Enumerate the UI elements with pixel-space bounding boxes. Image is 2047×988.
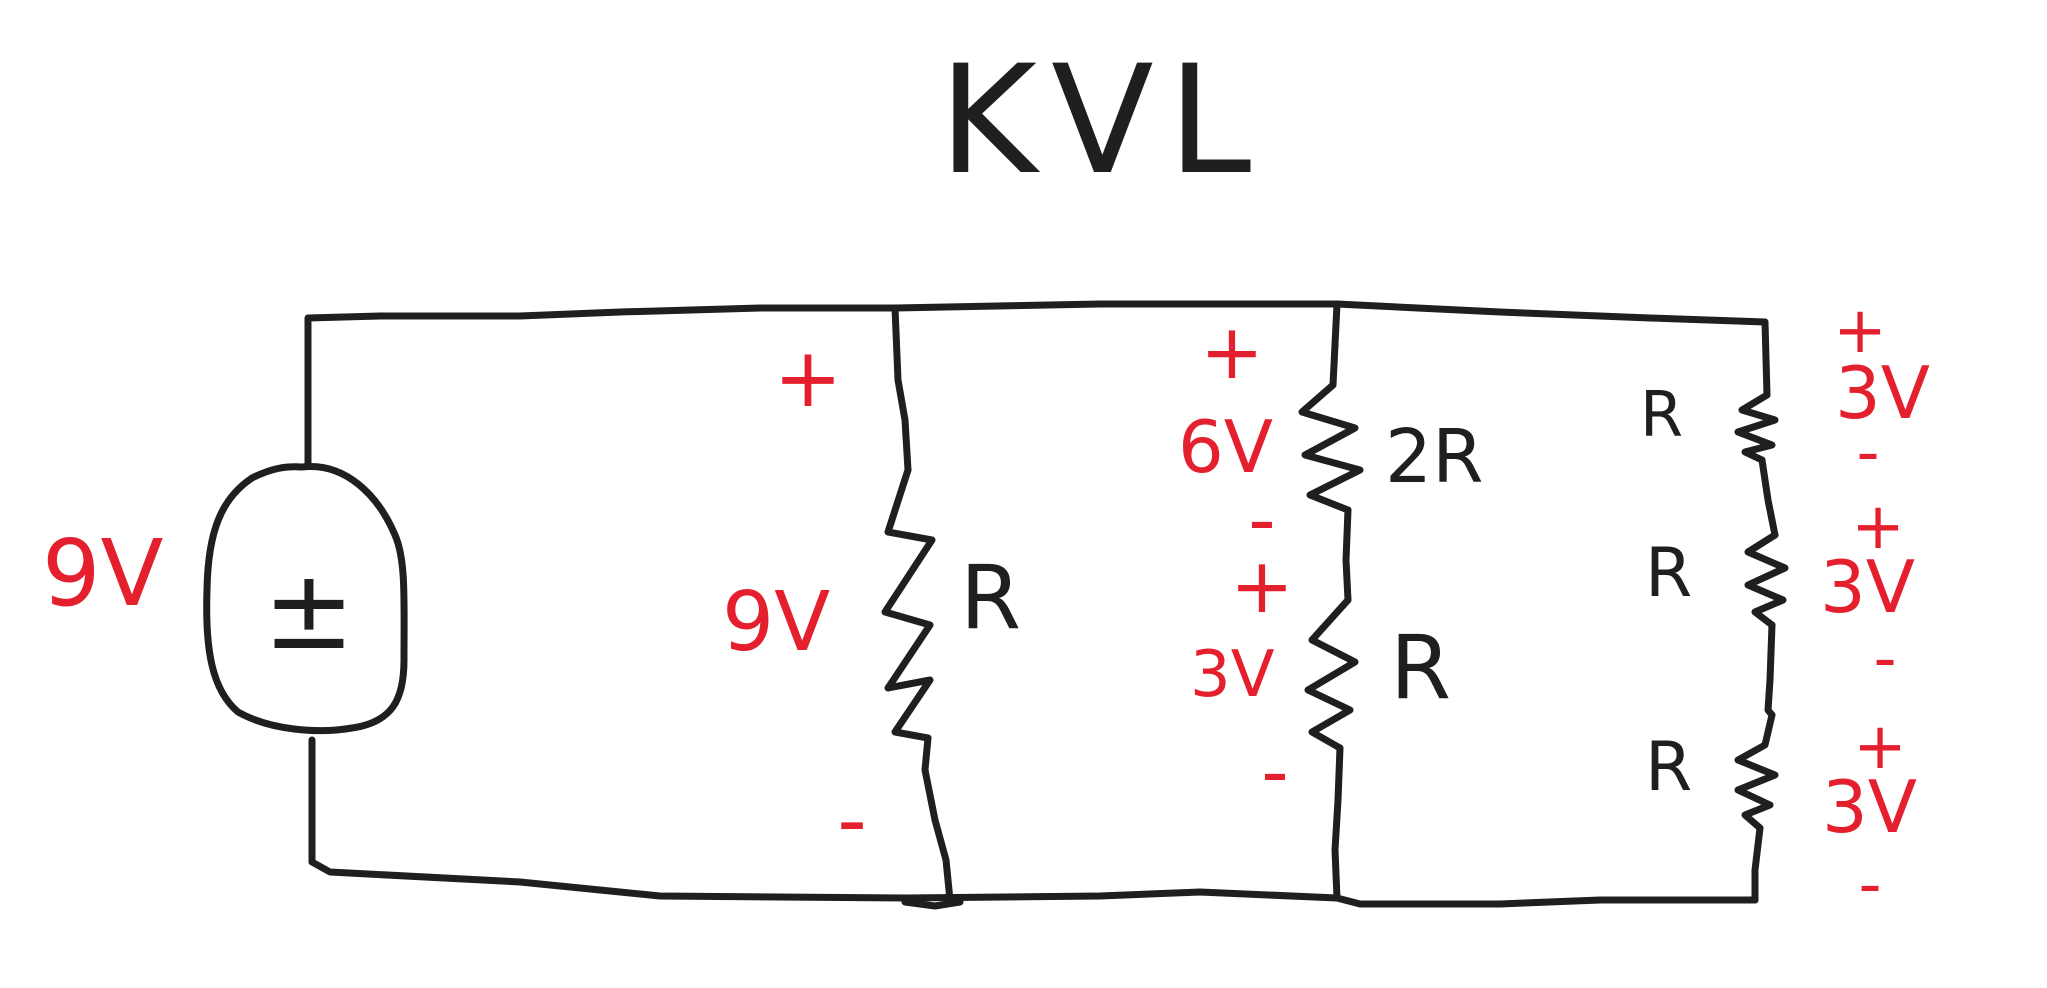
- source-voltage-label: 9V: [42, 520, 164, 627]
- branch3-resistor-1-minus: -: [1856, 416, 1879, 490]
- branch3-wire-1: [1758, 456, 1779, 539]
- branch3-resistor-2-minus: -: [1873, 622, 1896, 696]
- branch3-resistor-3-label: R: [1645, 728, 1692, 807]
- branch2-top-plus: +: [1200, 307, 1264, 396]
- branch2-bottom-plus: +: [1230, 541, 1294, 630]
- branch3-wire-top: [1761, 318, 1771, 399]
- branch3-resistor-3-minus: -: [1858, 848, 1881, 922]
- bottom-wire: [308, 736, 1759, 908]
- branch3-resistor-1-voltage: 3V: [1835, 351, 1930, 435]
- branch2-wire-bottom: [1331, 744, 1344, 902]
- branch2-bottom-voltage-label: 3V: [1190, 638, 1275, 712]
- branch3-resistor-2-label: R: [1645, 534, 1692, 613]
- branch2-wire-top: [1329, 300, 1341, 389]
- branch1-minus: -: [837, 773, 867, 868]
- branch2-wire-mid: [1342, 506, 1352, 604]
- diagram-title: KVL: [939, 34, 1266, 208]
- branch3-resistor-3: [1734, 711, 1779, 832]
- branch3-resistor-2-voltage: 3V: [1820, 545, 1915, 629]
- branch2-top-voltage-label: 6V: [1178, 405, 1273, 489]
- top-wire: [304, 300, 1769, 469]
- branch1-plus: +: [774, 331, 843, 426]
- branch3-wire-bottom: [1751, 824, 1764, 904]
- branch1-wire: [891, 304, 912, 474]
- branch3-resistor-2: [1744, 531, 1789, 629]
- branch1-resistor-label: R: [960, 546, 1021, 649]
- branch1-voltage-label: 9V: [722, 575, 830, 670]
- branch2-bottom-minus: -: [1261, 727, 1288, 816]
- branch3-wire-2: [1764, 621, 1776, 719]
- branch3-resistor-3-voltage: 3V: [1822, 765, 1917, 849]
- voltage-source: [203, 463, 408, 735]
- branch3-resistor-3-plus: +: [1853, 710, 1907, 784]
- branch3-resistor-1-plus: +: [1833, 294, 1887, 368]
- branch2-top-resistor-label: 2R: [1385, 414, 1484, 500]
- branch2-resistor-top: [1298, 381, 1364, 514]
- branch3-resistor-2-plus: +: [1851, 490, 1905, 564]
- branch3-resistor-1: [1734, 391, 1779, 464]
- branch1-resistor: [881, 466, 936, 742]
- branch3-resistor-1-label: R: [1640, 378, 1683, 451]
- branch1-wire-lower: [901, 734, 964, 910]
- branch2-bottom-resistor-label: R: [1390, 616, 1451, 719]
- voltage-source-symbol: ±: [263, 546, 355, 674]
- branch2-resistor-bottom: [1304, 596, 1359, 752]
- branch2-top-minus: -: [1248, 475, 1275, 564]
